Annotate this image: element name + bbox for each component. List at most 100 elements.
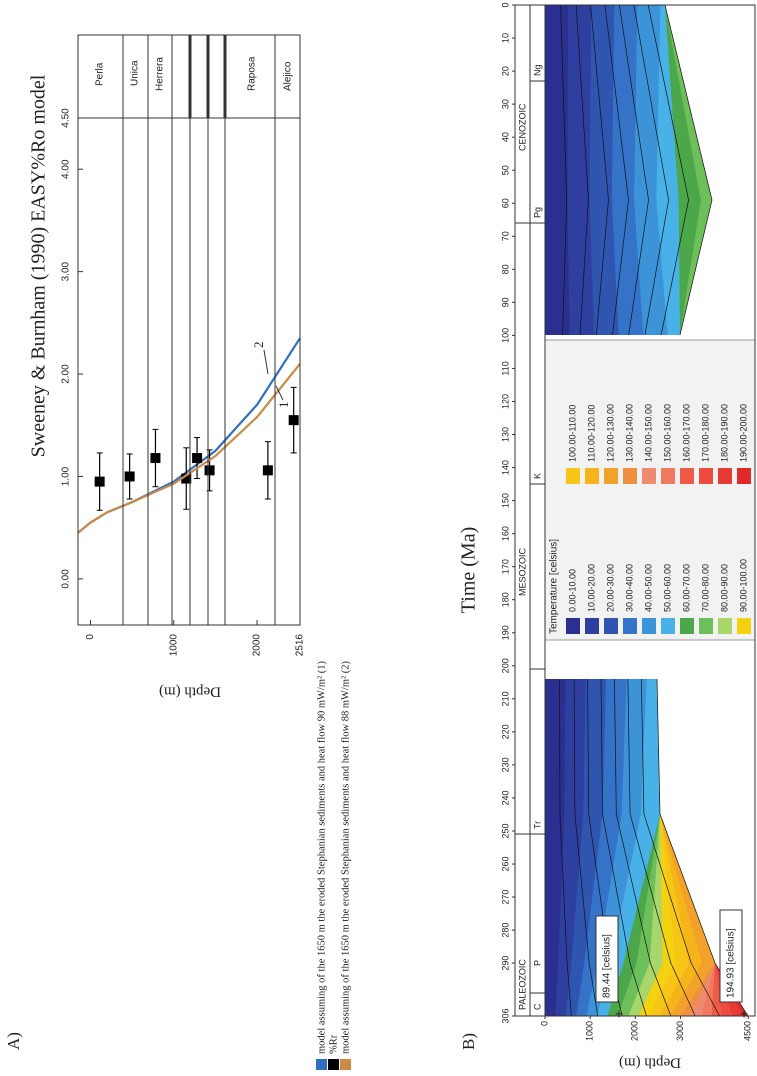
period-label: Ng [532, 64, 542, 76]
y-tick-label: 0 [539, 1021, 549, 1026]
legend-label: model assuming of the 1650 m the eroded … [340, 660, 351, 1054]
y-tick-label: 0 [85, 634, 96, 640]
era-label: CENOZOIC [517, 103, 527, 151]
data-point [124, 471, 135, 482]
era-label: MESOZOIC [517, 547, 527, 596]
legend-swatch [316, 1059, 327, 1070]
formation-label: Perla [95, 62, 106, 86]
legend-label: 10.00-20.00 [586, 564, 596, 612]
leader-line [275, 385, 284, 401]
x-tick-label: 306 [500, 1008, 510, 1023]
x-axis-title: Time (Ma) [458, 527, 480, 613]
annotation-box [595, 915, 619, 1003]
legend-label: %Rr [328, 1034, 339, 1054]
annotation: 1 [276, 402, 291, 409]
legend-swatch [661, 468, 675, 484]
legend-label: 180.00-190.00 [719, 404, 729, 462]
formation-label: Unica [130, 60, 141, 86]
x-tick-label: 110 [500, 361, 510, 375]
x-tick-label: 80 [500, 264, 510, 274]
data-point [288, 415, 299, 426]
y-tick-label: 2000 [630, 1021, 640, 1041]
legend-swatch [623, 468, 637, 484]
marker-cross: + [611, 1010, 627, 1018]
legend-swatch [699, 468, 713, 484]
legend-swatch [604, 618, 618, 634]
x-tick-label: 0 [500, 2, 510, 7]
period-label: K [532, 473, 542, 479]
leader-line [263, 349, 269, 375]
data-point [94, 476, 105, 487]
data-point [192, 453, 203, 464]
legend-label: 190.00-200.00 [738, 404, 748, 462]
x-tick-label: 150 [500, 493, 510, 508]
x-tick-label: 50 [500, 165, 510, 175]
legend-swatch [680, 468, 694, 484]
x-tick-label: 30 [500, 99, 510, 109]
y-tick-label: 1000 [168, 634, 179, 657]
x-tick-label: 2.00 [61, 364, 72, 384]
legend-label: 120.00-130.00 [605, 404, 615, 462]
legend-label: 110.00-120.00 [586, 405, 596, 462]
y-tick-label: 2516 [295, 634, 306, 657]
x-tick-label: 70 [500, 231, 510, 241]
formation-label: Herrera [155, 57, 166, 91]
layer-boundary [640, 678, 720, 1017]
y-tick-label: 2000 [252, 634, 263, 657]
layer-boundary [604, 4, 629, 336]
data-point [150, 453, 161, 464]
x-tick-label: 220 [500, 724, 510, 739]
x-tick-label: 40 [500, 132, 510, 142]
legend-label: 60.00-70.00 [681, 564, 691, 612]
panel-label: A) [4, 1032, 23, 1050]
x-tick-label: 270 [500, 890, 510, 905]
legend-label: 170.00-180.00 [700, 404, 710, 462]
legend-swatch [585, 618, 599, 634]
x-tick-label: 210 [500, 691, 510, 706]
layer-boundary [575, 4, 589, 336]
x-tick-label: 4.50 [61, 108, 72, 128]
legend-swatch [340, 1059, 351, 1070]
annotation: 194.93 [celsius] [726, 928, 737, 998]
y-tick-label: 3000 [675, 1021, 685, 1041]
x-tick-label: 230 [500, 757, 510, 772]
x-tick-label: 100 [500, 328, 510, 343]
legend-label: 50.00-60.00 [662, 564, 672, 612]
model-curve [77, 363, 301, 534]
legend-label: 80.00-90.00 [719, 564, 729, 612]
legend-label: 100.00-110.00 [567, 405, 577, 462]
x-tick-label: 60 [500, 198, 510, 208]
x-tick-label: 3.00 [61, 261, 72, 281]
layer-boundary [614, 678, 672, 1017]
legend-swatch [566, 468, 580, 484]
y-tick-label: 4500 [743, 1021, 753, 1041]
x-tick-label: 250 [500, 823, 510, 838]
layer-boundary [559, 678, 572, 1017]
x-tick-label: 120 [500, 394, 510, 409]
plot-frame [514, 4, 756, 1017]
legend-label: 20.00-30.00 [605, 564, 615, 612]
chart-title: Sweeney & Burnham (1990) EASY%Ro model [28, 74, 50, 457]
legend-label: 140.00-150.00 [643, 404, 653, 462]
y-tick-label: 1000 [585, 1021, 595, 1041]
legend-label: 130.00-140.00 [624, 404, 634, 462]
x-tick-label: 190 [500, 625, 510, 640]
legend-swatch [680, 618, 694, 634]
legend-label: 30.00-40.00 [624, 564, 634, 612]
period-label: C [532, 1003, 542, 1010]
x-tick-label: 10 [500, 33, 510, 43]
period-label: Tr [532, 821, 542, 829]
x-tick-label: 4.00 [61, 159, 72, 179]
legend-swatch [328, 1059, 339, 1070]
x-tick-label: 240 [500, 790, 510, 805]
legend-swatch [604, 468, 618, 484]
legend-swatch [642, 618, 656, 634]
layer-boundary [664, 4, 713, 336]
x-tick-label: 130 [500, 427, 510, 442]
formation-lines [122, 35, 276, 625]
x-tick-label: 1.00 [61, 466, 72, 486]
x-tick-label: 180 [500, 592, 510, 607]
annotation-layer: 89.44 [celsius] + 194.93 [celsius] + [595, 909, 752, 1018]
legend-label: 70.00-80.00 [700, 564, 710, 612]
legend-swatch [585, 468, 599, 484]
